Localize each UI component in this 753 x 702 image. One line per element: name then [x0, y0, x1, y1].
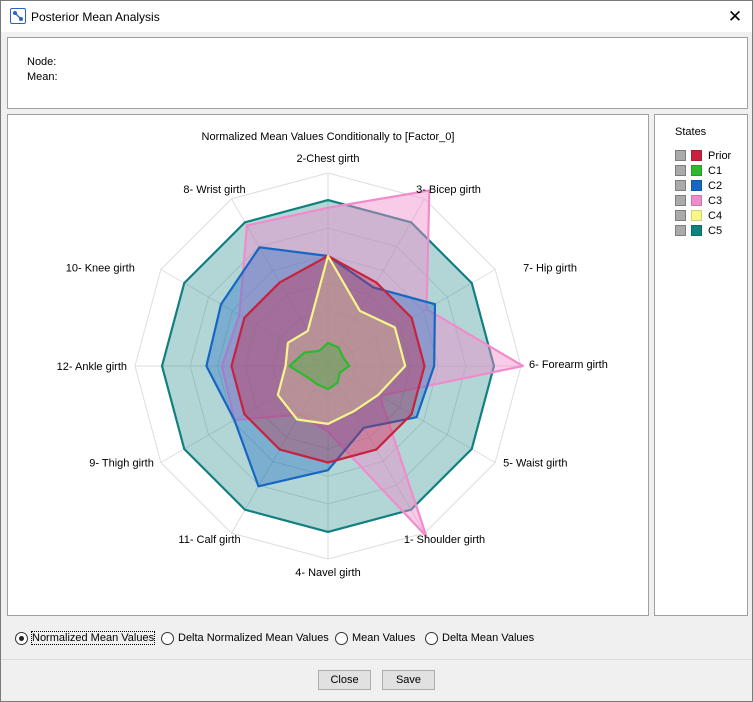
axis-label: 3- Bicep girth: [416, 184, 481, 196]
radio-circle-icon[interactable]: [335, 631, 348, 645]
legend-label: C4: [708, 209, 723, 222]
legend-item-c5[interactable]: C5: [675, 224, 722, 237]
legend-checkbox[interactable]: [675, 225, 686, 236]
radio-label: Mean Values: [352, 632, 416, 644]
axis-label: 12- Ankle girth: [57, 361, 127, 373]
series-polygon-c2: [205, 246, 437, 488]
axis-label: 1- Shoulder girth: [404, 534, 485, 546]
radio-label: Delta Mean Values: [442, 632, 535, 644]
button-separator: [1, 659, 752, 660]
radar-chart-panel: 2-Chest girth 3- Bicep girth 7- Hip girth 6…: [7, 114, 649, 616]
series-polygon-c1: [288, 341, 351, 391]
radio-option-1[interactable]: Normalized Mean Values: [15, 630, 156, 646]
legend-checkbox[interactable]: [675, 150, 686, 161]
mean-label: Mean:: [27, 71, 58, 83]
axis-label: 9- Thigh girth: [89, 458, 154, 470]
axis-label: 2-Chest girth: [297, 153, 360, 165]
radar-chart: 2-Chest girth 3- Bicep girth 7- Hip girth 6…: [57, 131, 608, 579]
axis-label: 10- Knee girth: [66, 263, 135, 275]
legend-checkbox[interactable]: [675, 180, 686, 191]
axis-label: 11- Calf girth: [178, 534, 240, 546]
legend-label: C5: [708, 224, 723, 237]
save-button[interactable]: Save: [382, 670, 435, 690]
title-bar: Posterior Mean Analysis ✕: [1, 1, 752, 32]
axis-label: 7- Hip girth: [523, 263, 577, 275]
legend-label: C3: [708, 194, 723, 207]
legend-item-c2[interactable]: C2: [675, 179, 722, 192]
legend-item-c3[interactable]: C3: [675, 194, 722, 207]
radio-option-2[interactable]: Delta Normalized Mean Values: [161, 630, 329, 646]
legend-checkbox[interactable]: [675, 210, 686, 221]
radio-label: Delta Normalized Mean Values: [178, 632, 329, 644]
legend-swatch: [691, 210, 702, 221]
series-polygon-c4: [276, 254, 407, 425]
radio-option-3[interactable]: Mean Values: [335, 630, 415, 646]
legend-swatch: [691, 195, 702, 206]
chart-title: Normalized Mean Values Conditionally to …: [202, 131, 455, 143]
node-info-panel: Node: Mean:: [7, 37, 748, 109]
legend-swatch: [691, 150, 702, 161]
radio-circle-icon[interactable]: [15, 631, 28, 645]
states-legend: States Prior C1 C2 C3 C4 C5: [654, 114, 748, 616]
radio-circle-icon[interactable]: [161, 631, 174, 645]
legend-item-c1[interactable]: C1: [675, 164, 722, 177]
axis-label: 4- Navel girth: [295, 567, 360, 579]
close-window-icon[interactable]: ✕: [727, 7, 743, 26]
radio-option-4[interactable]: Delta Mean Values: [425, 630, 534, 646]
axis-label: 6- Forearm girth: [529, 359, 608, 371]
app-icon: [10, 8, 26, 24]
legend-swatch: [691, 165, 702, 176]
legend-checkbox[interactable]: [675, 165, 686, 176]
legend-label: C2: [708, 179, 723, 192]
axis-label: 8- Wrist girth: [183, 184, 245, 196]
node-label: Node:: [27, 56, 57, 68]
legend-swatch: [691, 225, 702, 236]
legend-item-c4[interactable]: C4: [675, 209, 722, 222]
series-polygon-prior: [230, 254, 426, 464]
radio-circle-icon[interactable]: [425, 631, 438, 645]
legend-item-prior[interactable]: Prior: [675, 149, 731, 162]
legend-label: C1: [708, 164, 723, 177]
radio-label: Normalized Mean Values: [30, 631, 156, 645]
window-title: Posterior Mean Analysis: [31, 10, 160, 24]
legend-swatch: [691, 180, 702, 191]
series-polygon-c3: [220, 189, 525, 538]
close-button[interactable]: Close: [318, 670, 371, 690]
legend-checkbox[interactable]: [675, 195, 686, 206]
axis-label: 5- Waist girth: [503, 458, 567, 470]
legend-title: States: [675, 126, 707, 138]
legend-label: Prior: [708, 149, 732, 162]
